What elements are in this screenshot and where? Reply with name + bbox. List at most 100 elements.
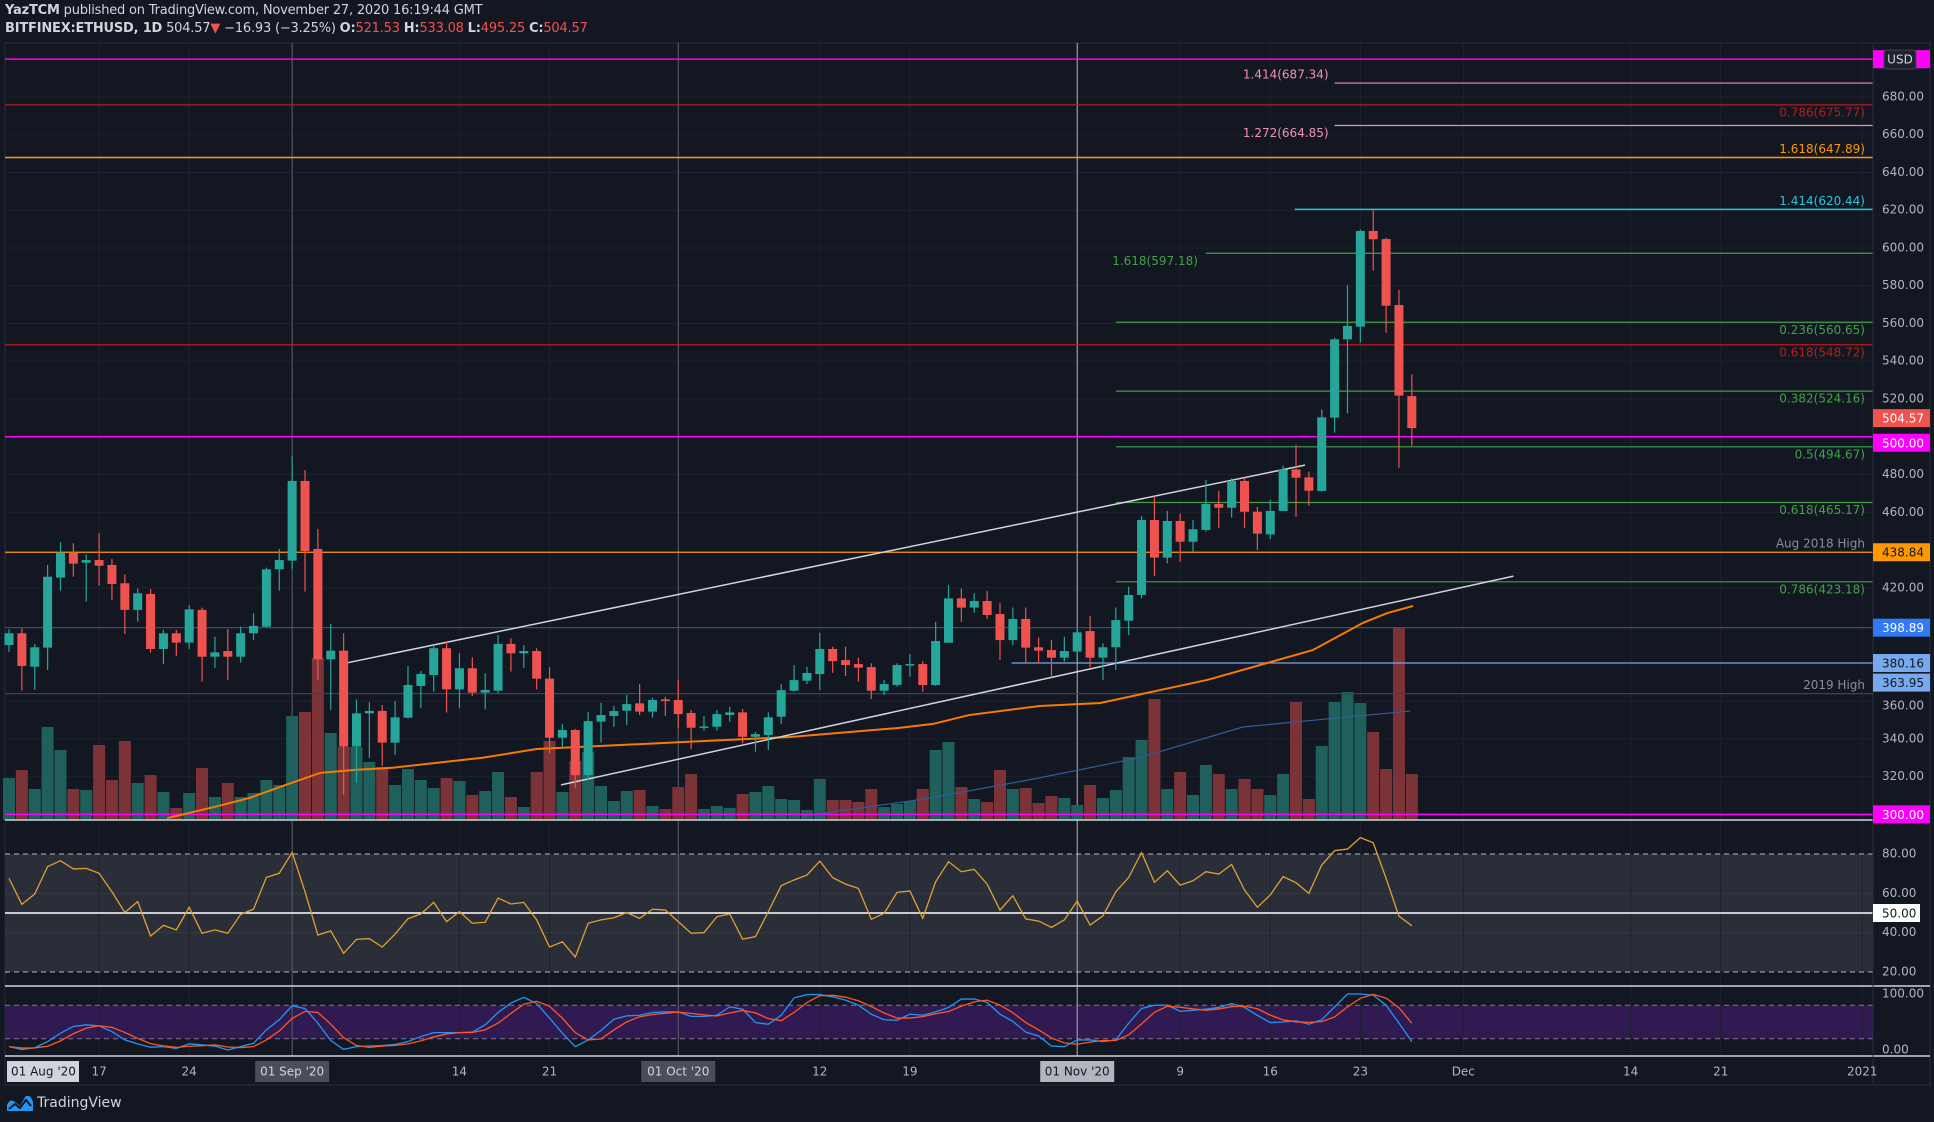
candle[interactable] xyxy=(1175,513,1185,562)
candle[interactable] xyxy=(4,629,14,652)
candle[interactable] xyxy=(583,712,593,780)
candle[interactable] xyxy=(1304,471,1314,506)
candle[interactable] xyxy=(725,706,735,722)
candle[interactable] xyxy=(532,648,542,690)
candle[interactable] xyxy=(467,657,477,696)
candle[interactable] xyxy=(313,528,323,680)
candle[interactable] xyxy=(609,705,619,727)
candle[interactable] xyxy=(429,645,439,692)
candle[interactable] xyxy=(30,643,40,690)
candle[interactable] xyxy=(416,671,426,709)
candle[interactable] xyxy=(815,632,825,691)
candle[interactable] xyxy=(1046,640,1056,678)
candle[interactable] xyxy=(1137,516,1147,599)
candle[interactable] xyxy=(1021,607,1031,664)
candle[interactable] xyxy=(120,574,130,635)
candle[interactable] xyxy=(1188,520,1198,552)
candle[interactable] xyxy=(673,680,683,729)
candle[interactable] xyxy=(1407,374,1417,446)
tradingview-logo[interactable]: TradingView xyxy=(6,1094,122,1112)
candle[interactable] xyxy=(158,629,168,664)
candle[interactable] xyxy=(686,709,696,750)
candle[interactable] xyxy=(81,554,91,602)
candle[interactable] xyxy=(17,628,27,691)
candle[interactable] xyxy=(1201,479,1211,532)
candle[interactable] xyxy=(969,593,979,613)
candle[interactable] xyxy=(1162,510,1172,564)
candle[interactable] xyxy=(1355,229,1365,343)
candle[interactable] xyxy=(1381,237,1391,333)
candle[interactable] xyxy=(351,699,361,783)
candle[interactable] xyxy=(236,626,246,663)
candle[interactable] xyxy=(956,588,966,622)
candle[interactable] xyxy=(557,724,567,747)
candle[interactable] xyxy=(403,665,413,719)
candle[interactable] xyxy=(43,564,53,670)
candle[interactable] xyxy=(596,702,606,743)
candle[interactable] xyxy=(1227,478,1237,518)
candle[interactable] xyxy=(442,641,452,713)
candle[interactable] xyxy=(1240,477,1250,528)
candle[interactable] xyxy=(1034,637,1044,664)
candle[interactable] xyxy=(364,702,374,758)
candle[interactable] xyxy=(339,633,349,795)
candle[interactable] xyxy=(210,636,220,669)
candle[interactable] xyxy=(1368,209,1378,271)
candle[interactable] xyxy=(261,567,271,628)
candle[interactable] xyxy=(982,591,992,619)
candle[interactable] xyxy=(776,684,786,725)
candle[interactable] xyxy=(866,663,876,700)
candle[interactable] xyxy=(1342,284,1352,414)
candle[interactable] xyxy=(1252,506,1262,551)
candle[interactable] xyxy=(1330,337,1340,433)
candle[interactable] xyxy=(802,666,812,685)
candle[interactable] xyxy=(377,705,387,767)
candle[interactable] xyxy=(789,665,799,692)
candle[interactable] xyxy=(1214,490,1224,528)
candle[interactable] xyxy=(763,712,773,750)
price-badge[interactable]: 300.00 xyxy=(1873,805,1930,824)
candle[interactable] xyxy=(493,635,503,694)
author-name[interactable]: YazTCM xyxy=(5,3,60,18)
candle[interactable] xyxy=(995,603,1005,661)
candle[interactable] xyxy=(828,646,838,673)
price-badge[interactable]: 363.95 xyxy=(1873,673,1930,692)
candle[interactable] xyxy=(918,661,928,692)
price-badge[interactable]: 398.89 xyxy=(1873,618,1930,637)
candle[interactable] xyxy=(94,533,104,586)
candle[interactable] xyxy=(68,543,78,577)
candle[interactable] xyxy=(133,588,143,622)
candle[interactable] xyxy=(841,646,851,676)
trendline-channel-lower[interactable] xyxy=(560,575,1514,786)
candle[interactable] xyxy=(1008,607,1018,646)
candle[interactable] xyxy=(1291,445,1301,517)
price-badge[interactable]: 500.00 xyxy=(1873,433,1930,452)
trendline-channel-upper[interactable] xyxy=(340,464,1306,665)
candle[interactable] xyxy=(635,684,645,716)
candle[interactable] xyxy=(699,715,709,731)
candle[interactable] xyxy=(712,709,722,731)
candle[interactable] xyxy=(326,624,336,710)
candle[interactable] xyxy=(545,667,555,754)
candle[interactable] xyxy=(454,653,464,709)
candle[interactable] xyxy=(1072,627,1082,656)
candle[interactable] xyxy=(197,607,207,682)
candle[interactable] xyxy=(931,621,941,686)
candle[interactable] xyxy=(107,558,117,600)
candle[interactable] xyxy=(1098,643,1108,680)
candle[interactable] xyxy=(1317,409,1327,492)
candle[interactable] xyxy=(390,700,400,755)
currency-button[interactable]: USD xyxy=(1883,49,1917,70)
candle[interactable] xyxy=(738,709,748,744)
candle[interactable] xyxy=(905,654,915,677)
candle[interactable] xyxy=(1265,500,1275,540)
candle[interactable] xyxy=(184,604,194,649)
candle[interactable] xyxy=(622,695,632,726)
candle[interactable] xyxy=(648,697,657,718)
candle[interactable] xyxy=(506,638,516,672)
candle[interactable] xyxy=(1124,586,1134,635)
candle[interactable] xyxy=(55,541,65,591)
candle[interactable] xyxy=(223,628,233,680)
candle[interactable] xyxy=(660,696,670,716)
